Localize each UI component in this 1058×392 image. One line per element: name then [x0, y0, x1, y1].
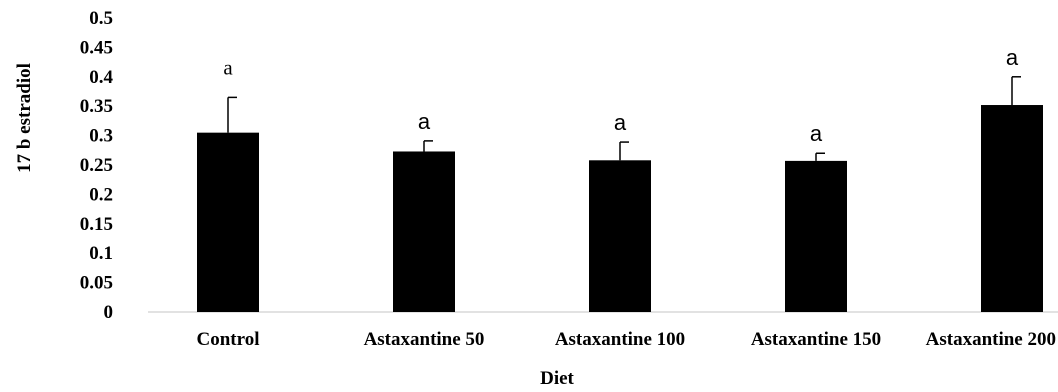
- y-tick-label: 0.5: [89, 8, 113, 29]
- y-tick-label: 0.45: [80, 37, 113, 58]
- y-tick-label: 0.3: [89, 126, 113, 147]
- y-tick-label: 0.15: [80, 214, 113, 235]
- bar: [981, 105, 1043, 312]
- bars: [197, 105, 1043, 312]
- y-tick-label: 0: [104, 302, 114, 323]
- y-tick-labels: 0 0.05 0.1 0.15 0.2 0.25 0.3 0.35 0.4 0.45 0.5: [80, 8, 114, 323]
- data-label: a: [223, 55, 233, 79]
- y-tick-label: 0.2: [89, 184, 113, 205]
- error-bar: [1011, 76, 1021, 106]
- category-label: Astaxantine 100: [555, 329, 685, 350]
- y-axis-title: 17 b estradiol: [14, 63, 35, 173]
- category-label: Astaxantine 200: [926, 329, 1056, 350]
- data-label: a: [614, 110, 627, 135]
- data-label: a: [418, 109, 431, 134]
- category-label: Astaxantine 150: [751, 329, 881, 350]
- bar: [589, 160, 651, 312]
- data-labels: a a a a a: [223, 45, 1019, 146]
- category-labels: Control Astaxantine 50 Astaxantine 100 Asta…: [197, 329, 1056, 350]
- error-bar: [423, 140, 433, 152]
- data-label: a: [810, 121, 823, 146]
- y-tick-label: 0.1: [89, 243, 113, 264]
- error-bars: [227, 76, 1021, 161]
- error-bar: [619, 141, 629, 161]
- y-tick-label: 0.05: [80, 273, 113, 294]
- y-tick-label: 0.25: [80, 155, 113, 176]
- x-axis-title: Diet: [540, 368, 574, 389]
- error-bar: [815, 152, 825, 161]
- y-tick-label: 0.4: [89, 67, 113, 88]
- category-label: Control: [197, 329, 260, 350]
- error-bar: [227, 96, 237, 133]
- y-tick-label: 0.35: [80, 96, 113, 117]
- bar: [785, 160, 847, 312]
- category-label: Astaxantine 50: [364, 329, 485, 350]
- data-label: a: [1006, 45, 1019, 70]
- bar: [197, 132, 259, 312]
- bar: [393, 151, 455, 312]
